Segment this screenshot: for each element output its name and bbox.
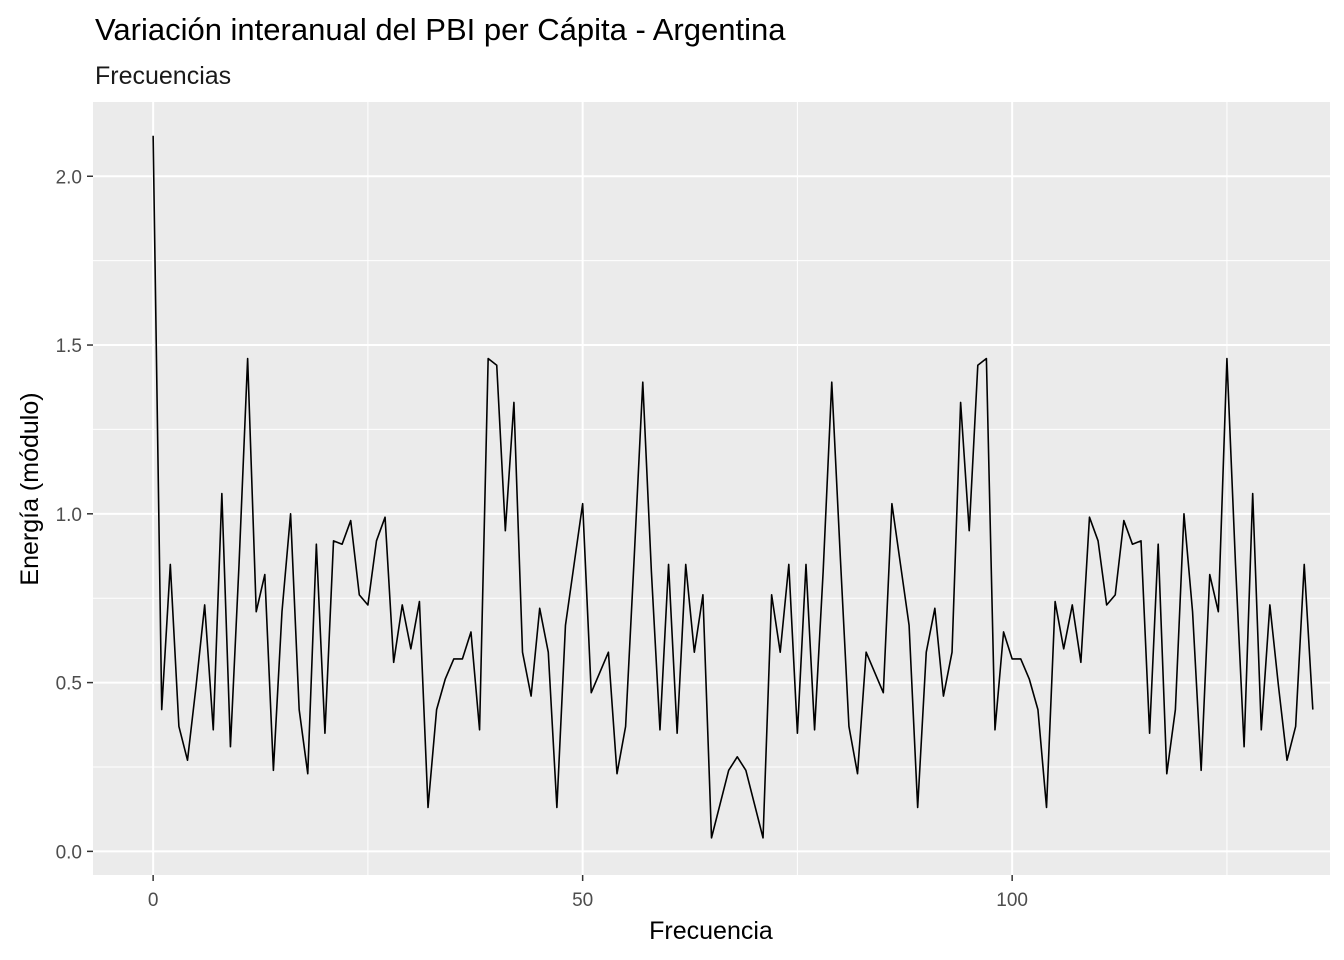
y-axis-title: Energía (módulo): [16, 392, 44, 585]
axis-tick-labels: 0 50 100 0.0 0.5 1.0 1.5 2.0: [56, 167, 1028, 911]
y-tick-label: 2.0: [56, 167, 82, 188]
chart-title: Variación interanual del PBI per Cápita …: [95, 12, 786, 47]
y-tick-label: 1.0: [56, 505, 82, 526]
x-tick-label: 50: [572, 890, 593, 911]
y-tick-label: 0.5: [56, 674, 82, 695]
x-tick-label: 0: [148, 890, 159, 911]
y-tick-label: 1.5: [56, 336, 82, 357]
major-gridlines: [93, 102, 1330, 875]
plot-panel: [93, 102, 1330, 875]
x-tick-label: 100: [996, 890, 1028, 911]
series-layer: [152, 135, 1314, 839]
chart-subtitle: Frecuencias: [95, 62, 231, 90]
x-axis-title: Frecuencia: [649, 917, 773, 945]
minor-gridlines: [93, 102, 1330, 875]
y-tick-label: 0.0: [56, 842, 82, 863]
axis-ticks: [87, 175, 1013, 881]
series-line: [152, 135, 1314, 839]
